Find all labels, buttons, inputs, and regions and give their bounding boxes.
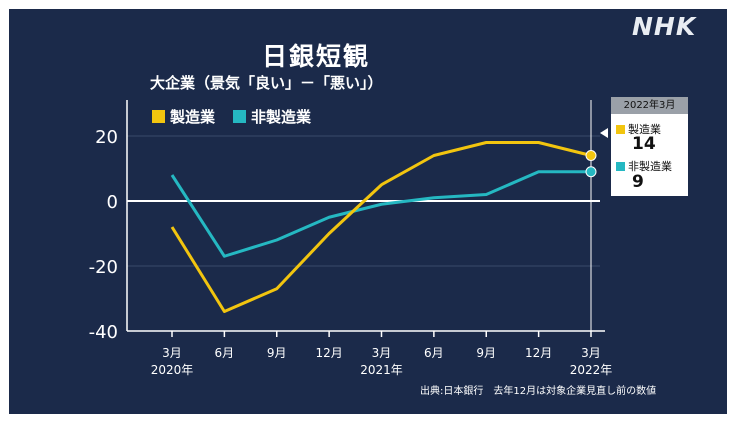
y-tick-label: -20 — [89, 257, 118, 278]
callout-row-non-manufacturing: 非製造業 — [616, 158, 672, 174]
callout-label-non-manufacturing: 非製造業 — [628, 160, 672, 173]
x-tick-label: 3月 — [581, 346, 601, 360]
chart-panel — [9, 9, 727, 414]
endpoint-non-manufacturing — [585, 166, 597, 178]
source-note: 出典:日本銀行 去年12月は対象企業見直し前の数値 — [420, 386, 657, 397]
chart-subtitle: 大企業（景気「良い」－「悪い」） — [150, 74, 383, 92]
x-tick-label: 3月 — [162, 346, 182, 360]
x-year-label: 2020年 — [151, 363, 194, 377]
x-tick-label: 6月 — [215, 346, 235, 360]
legend-swatch-non-manufacturing — [233, 110, 247, 123]
callout-pointer — [600, 128, 608, 138]
x-tick-label: 12月 — [525, 346, 552, 360]
legend-item-non-manufacturing: 非製造業 — [233, 106, 311, 127]
chart-title: 日銀短観 — [261, 42, 370, 71]
x-year-label: 2022年 — [570, 363, 613, 377]
x-tick-label: 9月 — [476, 346, 496, 360]
series-line-non-manufacturing — [170, 170, 591, 258]
y-tick-label: 0 — [107, 192, 118, 213]
x-tick-label: 6月 — [424, 346, 444, 360]
series-line-manufacturing — [170, 141, 592, 313]
callout-value-manufacturing: 14 — [632, 134, 656, 154]
legend-item-manufacturing: 製造業 — [152, 106, 215, 127]
endpoint-manufacturing — [585, 150, 597, 161]
legend-swatch-manufacturing — [152, 110, 165, 123]
callout-swatch-manufacturing — [616, 124, 625, 134]
callout-date: 2022年3月 — [611, 97, 688, 114]
y-tick-label: -40 — [89, 322, 118, 343]
callout-swatch-non-manufacturing — [616, 161, 625, 171]
callout-row-manufacturing: 製造業 — [616, 121, 661, 137]
callout-label-manufacturing: 製造業 — [628, 123, 661, 136]
x-tick-label: 12月 — [315, 346, 342, 360]
legend: 製造業 非製造業 — [152, 106, 329, 127]
legend-label-non-manufacturing: 非製造業 — [251, 108, 312, 126]
y-tick-label: 20 — [95, 127, 118, 148]
nhk-logo: NHK — [632, 12, 697, 41]
x-tick-label: 3月 — [372, 346, 392, 360]
callout-value-non-manufacturing: 9 — [632, 172, 644, 192]
x-tick-label: 9月 — [267, 346, 287, 360]
legend-label-manufacturing: 製造業 — [170, 108, 216, 126]
x-year-label: 2021年 — [360, 363, 403, 377]
